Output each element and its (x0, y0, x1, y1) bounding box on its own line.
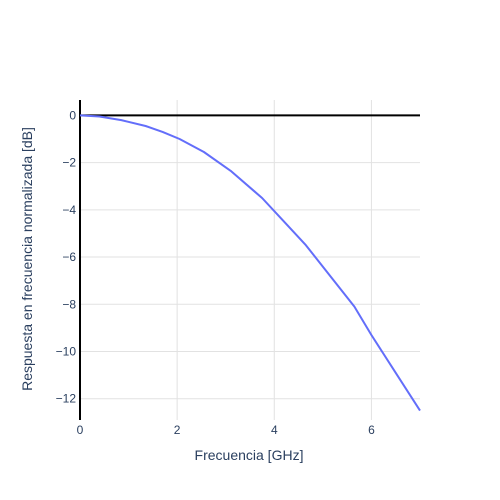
x-tick-label: 2 (174, 423, 181, 437)
grid-lines (80, 100, 420, 420)
x-tick-label: 0 (77, 423, 84, 437)
tick-labels: 0 2 4 6 0 −2 −4 −6 −8 −10 −12 (56, 108, 375, 437)
y-tick-label: −8 (62, 297, 76, 311)
y-tick-label: −2 (62, 156, 76, 170)
x-axis-title: Frecuencia [GHz] (195, 447, 304, 463)
y-tick-label: 0 (69, 108, 76, 122)
x-tick-label: 6 (368, 423, 375, 437)
y-tick-label: −4 (62, 203, 76, 217)
y-axis-title: Respuesta en frecuencia normalizada [dB] (19, 127, 35, 391)
y-tick-label: −6 (62, 250, 76, 264)
y-tick-label: −10 (56, 345, 77, 359)
series-layer (79, 114, 421, 412)
series-line (79, 114, 421, 412)
x-tick-label: 4 (271, 423, 278, 437)
axes (79, 100, 420, 420)
y-tick-label: −12 (56, 392, 77, 406)
